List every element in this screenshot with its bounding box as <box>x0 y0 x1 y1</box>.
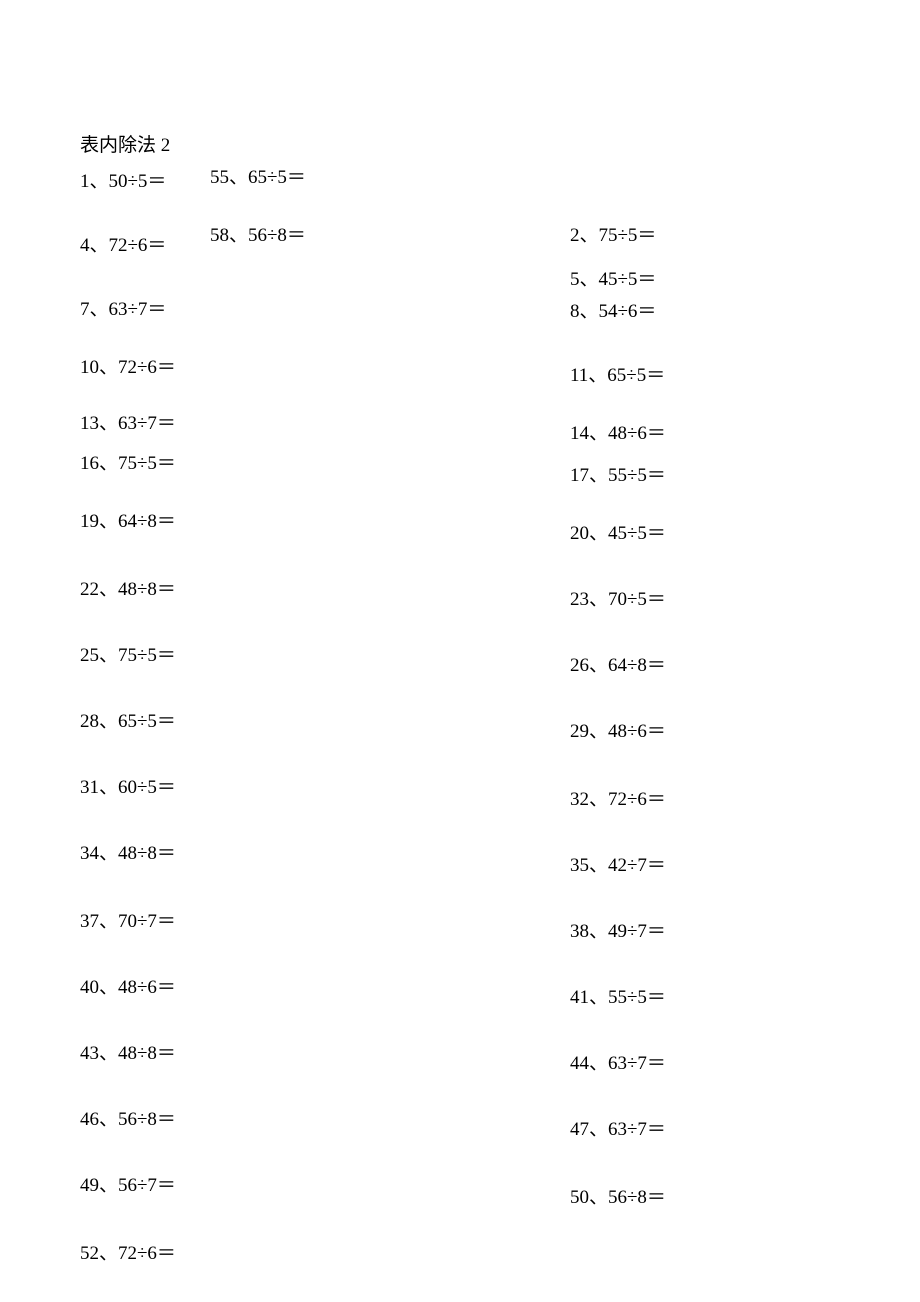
problem-item: 26、64÷8＝ <box>570 650 666 677</box>
problem-item: 7、63÷7＝ <box>80 294 166 321</box>
problem-item: 58、56÷8＝ <box>210 220 306 247</box>
problem-item: 35、42÷7＝ <box>570 850 666 877</box>
problem-item: 16、75÷5＝ <box>80 448 176 475</box>
worksheet-page: 表内除法 2 1、50÷5＝55、65÷5＝58、56÷8＝2、75÷5＝4、7… <box>80 130 840 165</box>
problem-item: 43、48÷8＝ <box>80 1038 176 1065</box>
problem-item: 11、65÷5＝ <box>570 360 665 387</box>
problem-item: 40、48÷6＝ <box>80 972 176 999</box>
problem-item: 37、70÷7＝ <box>80 906 176 933</box>
problem-item: 38、49÷7＝ <box>570 916 666 943</box>
problem-item: 50、56÷8＝ <box>570 1182 666 1209</box>
problem-item: 34、48÷8＝ <box>80 838 176 865</box>
problem-item: 46、56÷8＝ <box>80 1104 176 1131</box>
problem-item: 2、75÷5＝ <box>570 220 656 247</box>
problem-item: 17、55÷5＝ <box>570 460 666 487</box>
problem-item: 22、48÷8＝ <box>80 574 176 601</box>
problem-item: 25、75÷5＝ <box>80 640 176 667</box>
problem-item: 49、56÷7＝ <box>80 1170 176 1197</box>
problem-item: 29、48÷6＝ <box>570 716 666 743</box>
problem-item: 23、70÷5＝ <box>570 584 666 611</box>
problem-item: 5、45÷5＝ <box>570 264 656 291</box>
problem-item: 47、63÷7＝ <box>570 1114 666 1141</box>
problem-item: 8、54÷6＝ <box>570 296 656 323</box>
problem-item: 4、72÷6＝ <box>80 230 166 257</box>
problem-item: 10、72÷6＝ <box>80 352 176 379</box>
problem-item: 55、65÷5＝ <box>210 162 306 189</box>
problem-item: 52、72÷6＝ <box>80 1238 176 1265</box>
problem-item: 31、60÷5＝ <box>80 772 176 799</box>
problem-item: 20、45÷5＝ <box>570 518 666 545</box>
problem-item: 32、72÷6＝ <box>570 784 666 811</box>
problem-item: 28、65÷5＝ <box>80 706 176 733</box>
problem-item: 44、63÷7＝ <box>570 1048 666 1075</box>
problem-item: 19、64÷8＝ <box>80 506 176 533</box>
problem-item: 1、50÷5＝ <box>80 166 166 193</box>
problem-item: 13、63÷7＝ <box>80 408 176 435</box>
problem-item: 41、55÷5＝ <box>570 982 666 1009</box>
worksheet-title: 表内除法 2 <box>80 130 840 157</box>
problem-item: 14、48÷6＝ <box>570 418 666 445</box>
